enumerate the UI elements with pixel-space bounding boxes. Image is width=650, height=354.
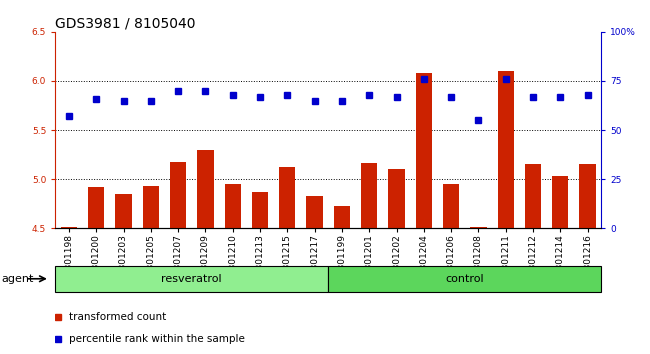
Bar — [328, 266, 601, 292]
Bar — [252, 192, 268, 228]
Bar — [55, 266, 328, 292]
Bar — [279, 167, 296, 228]
Bar — [333, 206, 350, 228]
Bar — [170, 161, 187, 228]
Bar — [306, 196, 323, 228]
Bar — [197, 150, 214, 228]
Bar — [224, 184, 241, 228]
Bar — [361, 162, 378, 228]
Bar — [443, 184, 460, 228]
Text: control: control — [445, 274, 484, 284]
Bar — [142, 186, 159, 228]
Bar — [525, 165, 541, 228]
Text: GDS3981 / 8105040: GDS3981 / 8105040 — [55, 17, 195, 31]
Text: transformed count: transformed count — [69, 312, 166, 322]
Bar — [579, 165, 596, 228]
Bar — [388, 170, 405, 228]
Bar — [470, 227, 487, 228]
Text: resveratrol: resveratrol — [161, 274, 222, 284]
Text: percentile rank within the sample: percentile rank within the sample — [69, 335, 245, 344]
Bar — [552, 176, 569, 228]
Bar — [88, 187, 105, 228]
Text: agent: agent — [1, 274, 33, 284]
Bar — [497, 71, 514, 228]
Bar — [60, 227, 77, 228]
Bar — [415, 73, 432, 228]
Bar — [115, 194, 132, 228]
